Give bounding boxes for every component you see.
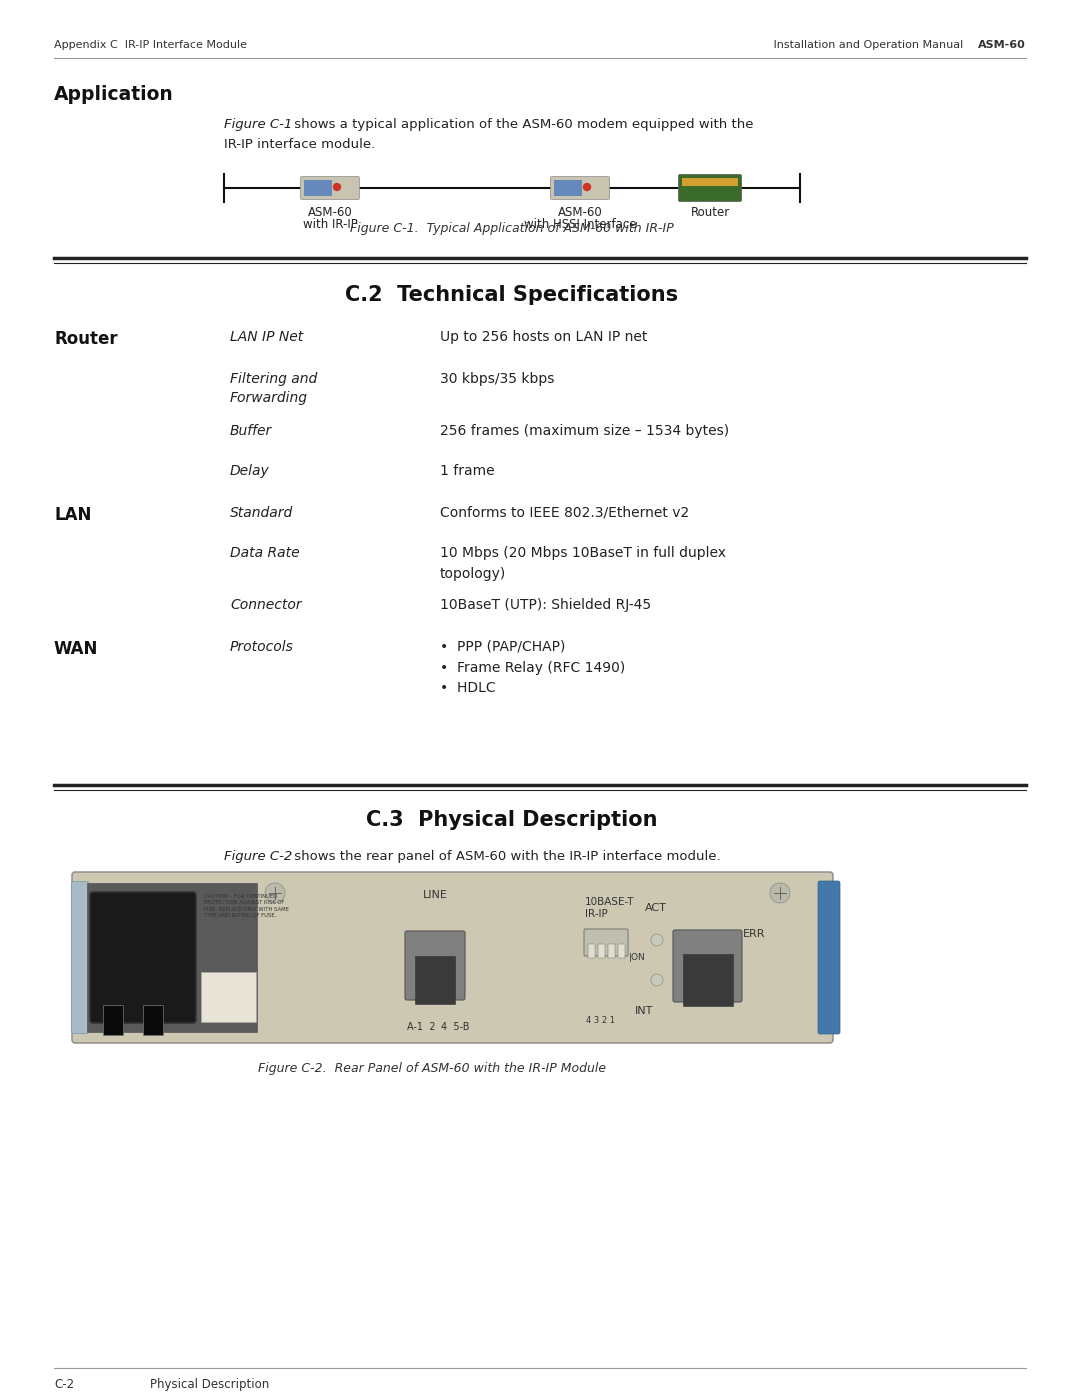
Text: with IR-IP: with IR-IP xyxy=(302,218,357,231)
Text: C.3  Physical Description: C.3 Physical Description xyxy=(366,810,658,830)
Text: ASM-60: ASM-60 xyxy=(557,205,603,219)
Text: Appendix C  IR-IP Interface Module: Appendix C IR-IP Interface Module xyxy=(54,41,247,50)
Bar xyxy=(598,944,605,958)
Text: Delay: Delay xyxy=(230,464,270,478)
Text: 30 kbps/35 kbps: 30 kbps/35 kbps xyxy=(440,372,554,386)
Text: with HSSI Interface: with HSSI Interface xyxy=(524,218,636,231)
Text: Figure C-1.  Typical Application of ASM-60 with IR-IP: Figure C-1. Typical Application of ASM-6… xyxy=(350,222,674,235)
Text: Connector: Connector xyxy=(230,598,301,612)
Text: Filtering and
Forwarding: Filtering and Forwarding xyxy=(230,372,318,405)
FancyBboxPatch shape xyxy=(300,176,360,200)
Text: 4  5-B: 4 5-B xyxy=(441,1023,470,1032)
Text: 10BaseT (UTP): Shielded RJ-45: 10BaseT (UTP): Shielded RJ-45 xyxy=(440,598,651,612)
Bar xyxy=(303,180,332,196)
Bar xyxy=(201,972,256,1023)
Bar xyxy=(588,944,595,958)
Text: •  PPP (PAP/CHAP)
•  Frame Relay (RFC 1490)
•  HDLC: • PPP (PAP/CHAP) • Frame Relay (RFC 1490… xyxy=(440,640,625,696)
Text: shows the rear panel of ASM-60 with the IR-IP interface module.: shows the rear panel of ASM-60 with the … xyxy=(291,849,720,863)
Text: Figure C-2.  Rear Panel of ASM-60 with the IR-IP Module: Figure C-2. Rear Panel of ASM-60 with th… xyxy=(258,1062,606,1076)
FancyBboxPatch shape xyxy=(818,882,840,1034)
Text: 256 frames (maximum size – 1534 bytes): 256 frames (maximum size – 1534 bytes) xyxy=(440,425,729,439)
Text: Application: Application xyxy=(54,85,174,103)
Text: LAN: LAN xyxy=(54,506,92,524)
Bar xyxy=(87,883,257,1032)
Text: IR-IP: IR-IP xyxy=(585,909,608,919)
Text: 10BASE-T: 10BASE-T xyxy=(585,897,635,907)
Bar xyxy=(683,954,733,1006)
Text: 10 Mbps (20 Mbps 10BaseT in full duplex
topology): 10 Mbps (20 Mbps 10BaseT in full duplex … xyxy=(440,546,726,581)
Text: ERR: ERR xyxy=(743,929,766,939)
Text: LINE: LINE xyxy=(422,890,447,900)
Text: 4 3 2 1: 4 3 2 1 xyxy=(586,1016,615,1025)
Text: C-2: C-2 xyxy=(54,1377,75,1391)
Circle shape xyxy=(583,183,591,190)
Circle shape xyxy=(651,974,663,986)
Text: Router: Router xyxy=(54,330,118,348)
Text: Physical Description: Physical Description xyxy=(150,1377,269,1391)
Text: WAN: WAN xyxy=(54,640,98,658)
FancyBboxPatch shape xyxy=(678,175,742,201)
Text: Figure C-1: Figure C-1 xyxy=(224,117,293,131)
Circle shape xyxy=(770,883,789,902)
Bar xyxy=(681,177,738,186)
FancyBboxPatch shape xyxy=(584,929,627,956)
Text: Installation and Operation Manual: Installation and Operation Manual xyxy=(770,41,963,50)
Text: ACT: ACT xyxy=(645,902,666,914)
FancyBboxPatch shape xyxy=(673,930,742,1002)
Text: Buffer: Buffer xyxy=(230,425,272,439)
Text: IR-IP interface module.: IR-IP interface module. xyxy=(224,138,375,151)
Text: A-1  2: A-1 2 xyxy=(407,1023,435,1032)
Circle shape xyxy=(651,935,663,946)
Bar xyxy=(103,1004,123,1035)
FancyBboxPatch shape xyxy=(72,872,833,1044)
Circle shape xyxy=(334,183,340,190)
Text: |ON: |ON xyxy=(629,953,646,963)
Text: Standard: Standard xyxy=(230,506,294,520)
Bar xyxy=(415,956,455,1004)
FancyBboxPatch shape xyxy=(71,882,89,1034)
Text: LAN IP Net: LAN IP Net xyxy=(230,330,303,344)
Text: ASM-60: ASM-60 xyxy=(978,41,1026,50)
Text: 1 frame: 1 frame xyxy=(440,464,495,478)
Text: Conforms to IEEE 802.3/Ethernet v2: Conforms to IEEE 802.3/Ethernet v2 xyxy=(440,506,689,520)
Text: Figure C-2: Figure C-2 xyxy=(224,849,293,863)
Text: CAUTION – FOR CONTINUED
PROTECTION AGAINST RISK OF
FIRE, REPLACE ONLY WITH SAME
: CAUTION – FOR CONTINUED PROTECTION AGAIN… xyxy=(204,894,288,918)
Text: ASM-60: ASM-60 xyxy=(308,205,352,219)
Bar xyxy=(143,1004,163,1035)
Text: Data Rate: Data Rate xyxy=(230,546,299,560)
FancyBboxPatch shape xyxy=(405,930,465,1000)
FancyBboxPatch shape xyxy=(551,176,609,200)
Text: Up to 256 hosts on LAN IP net: Up to 256 hosts on LAN IP net xyxy=(440,330,647,344)
Text: Protocols: Protocols xyxy=(230,640,294,654)
Circle shape xyxy=(265,883,285,902)
Bar xyxy=(608,944,615,958)
Text: C.2  Technical Specifications: C.2 Technical Specifications xyxy=(346,285,678,305)
Bar xyxy=(618,944,625,958)
FancyBboxPatch shape xyxy=(90,893,195,1023)
Text: INT: INT xyxy=(635,1006,653,1016)
Bar xyxy=(554,180,582,196)
Text: shows a typical application of the ASM-60 modem equipped with the: shows a typical application of the ASM-6… xyxy=(291,117,754,131)
Text: Router: Router xyxy=(690,205,730,219)
